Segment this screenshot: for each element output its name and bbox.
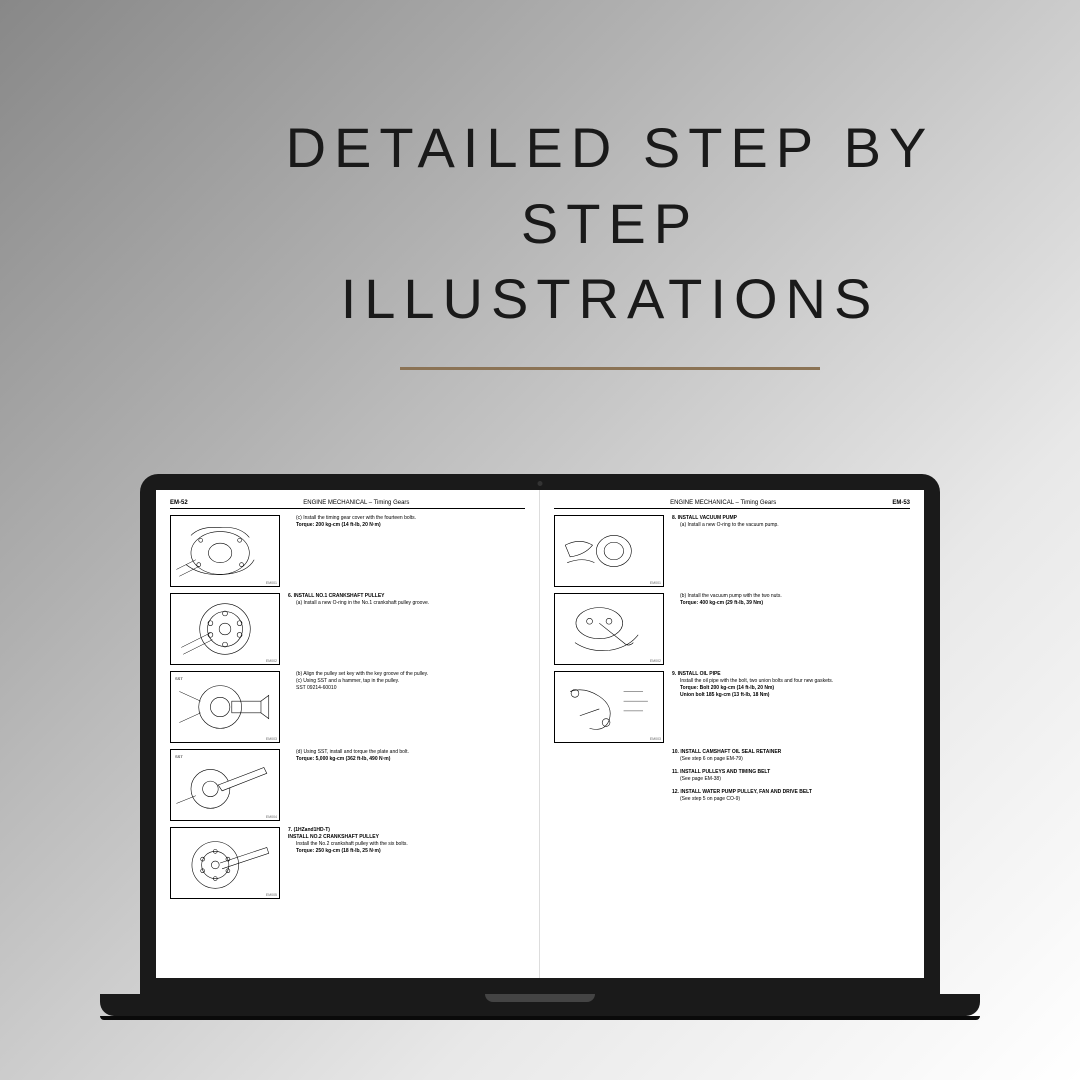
step-text: 8. INSTALL VACUUM PUMP(a) Install a new … [672, 515, 910, 587]
page-num-right: EM-53 [892, 500, 910, 506]
laptop-base [100, 994, 980, 1016]
heading-block: DETAILED STEP BY STEP ILLUSTRATIONS [200, 110, 1020, 370]
heading-line1: DETAILED STEP BY STEP [200, 110, 1020, 261]
step-row: EM0026. INSTALL NO.1 CRANKSHAFT PULLEY(a… [170, 593, 525, 665]
laptop-mockup: EM-52 ENGINE MECHANICAL – Timing Gears E… [100, 474, 980, 1020]
step-text: 10. INSTALL CAMSHAFT OIL SEAL RETAINER(S… [672, 749, 910, 763]
laptop-camera [538, 481, 543, 486]
figure-box: EM002 [554, 593, 664, 665]
laptop-screen: EM-52 ENGINE MECHANICAL – Timing Gears E… [156, 490, 924, 978]
step-text: (c) Install the timing gear cover with t… [288, 515, 525, 587]
page-header-right: ENGINE MECHANICAL – Timing Gears EM-53 [554, 500, 910, 509]
step-text: 6. INSTALL NO.1 CRANKSHAFT PULLEY(a) Ins… [288, 593, 525, 665]
figure-box: EM001 [170, 515, 280, 587]
page-section-left: ENGINE MECHANICAL – Timing Gears [188, 500, 525, 506]
step-row: EM003SST(b) Align the pulley set key wit… [170, 671, 525, 743]
figure-box: EM005 [170, 827, 280, 899]
step-row: EM004SST(d) Using SST, install and torqu… [170, 749, 525, 821]
figure-box: EM002 [170, 593, 280, 665]
page-num-left: EM-52 [170, 500, 188, 506]
step-text: 12. INSTALL WATER PUMP PULLEY, FAN AND D… [672, 789, 910, 803]
step-text: 9. INSTALL OIL PIPEInstall the oil pipe … [672, 671, 910, 743]
step-row: EM0039. INSTALL OIL PIPEInstall the oil … [554, 671, 910, 743]
step-row: EM0057. (1HZand1HD-T)INSTALL NO.2 CRANKS… [170, 827, 525, 899]
figure-box: EM001 [554, 515, 664, 587]
manual-page-right: ENGINE MECHANICAL – Timing Gears EM-53 E… [540, 490, 924, 978]
step-text: (b) Align the pulley set key with the ke… [288, 671, 525, 743]
step-text: (b) Install the vacuum pump with the two… [672, 593, 910, 665]
figure-box: EM003 [554, 671, 664, 743]
step-text: 11. INSTALL PULLEYS AND TIMING BELT(See … [672, 769, 910, 783]
page-header-left: EM-52 ENGINE MECHANICAL – Timing Gears [170, 500, 525, 509]
laptop-notch [485, 994, 595, 1002]
manual-page-left: EM-52 ENGINE MECHANICAL – Timing Gears E… [156, 490, 540, 978]
step-row: 11. INSTALL PULLEYS AND TIMING BELT(See … [554, 769, 910, 783]
step-row: 12. INSTALL WATER PUMP PULLEY, FAN AND D… [554, 789, 910, 803]
laptop-screen-frame: EM-52 ENGINE MECHANICAL – Timing Gears E… [140, 474, 940, 994]
step-text: (d) Using SST, install and torque the pl… [288, 749, 525, 821]
heading-line2: ILLUSTRATIONS [200, 261, 1020, 337]
step-row: EM0018. INSTALL VACUUM PUMP(a) Install a… [554, 515, 910, 587]
figure-box: EM004SST [170, 749, 280, 821]
step-row: EM002(b) Install the vacuum pump with th… [554, 593, 910, 665]
step-row: 10. INSTALL CAMSHAFT OIL SEAL RETAINER(S… [554, 749, 910, 763]
step-row: EM001(c) Install the timing gear cover w… [170, 515, 525, 587]
step-text: 7. (1HZand1HD-T)INSTALL NO.2 CRANKSHAFT … [288, 827, 525, 899]
laptop-foot [100, 1016, 980, 1020]
figure-box: EM003SST [170, 671, 280, 743]
heading-underline [400, 367, 820, 370]
page-section-right: ENGINE MECHANICAL – Timing Gears [554, 500, 892, 506]
